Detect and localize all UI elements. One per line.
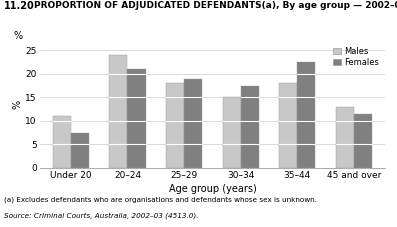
Bar [297, 62, 316, 168]
Bar [71, 133, 89, 168]
Text: %: % [14, 31, 23, 41]
X-axis label: Age group (years): Age group (years) [168, 184, 256, 194]
Bar [109, 55, 127, 168]
Text: Source: Criminal Courts, Australia, 2002–03 (4513.0).: Source: Criminal Courts, Australia, 2002… [4, 212, 198, 219]
Text: 11.20: 11.20 [4, 1, 35, 11]
Bar [241, 86, 259, 168]
Bar [223, 97, 241, 168]
Text: (a) Excludes defendants who are organisations and defendants whose sex is unknow: (a) Excludes defendants who are organisa… [4, 196, 317, 203]
Bar [127, 69, 146, 168]
Bar [279, 83, 297, 168]
Y-axis label: %: % [13, 100, 23, 109]
Legend: Males, Females: Males, Females [331, 45, 381, 69]
Bar [184, 79, 202, 168]
Bar [354, 114, 372, 168]
Text: PROPORTION OF ADJUDICATED DEFENDANTS(a), By age group — 2002–03: PROPORTION OF ADJUDICATED DEFENDANTS(a),… [34, 1, 397, 10]
Bar [336, 107, 354, 168]
Bar [166, 83, 184, 168]
Bar [53, 116, 71, 168]
